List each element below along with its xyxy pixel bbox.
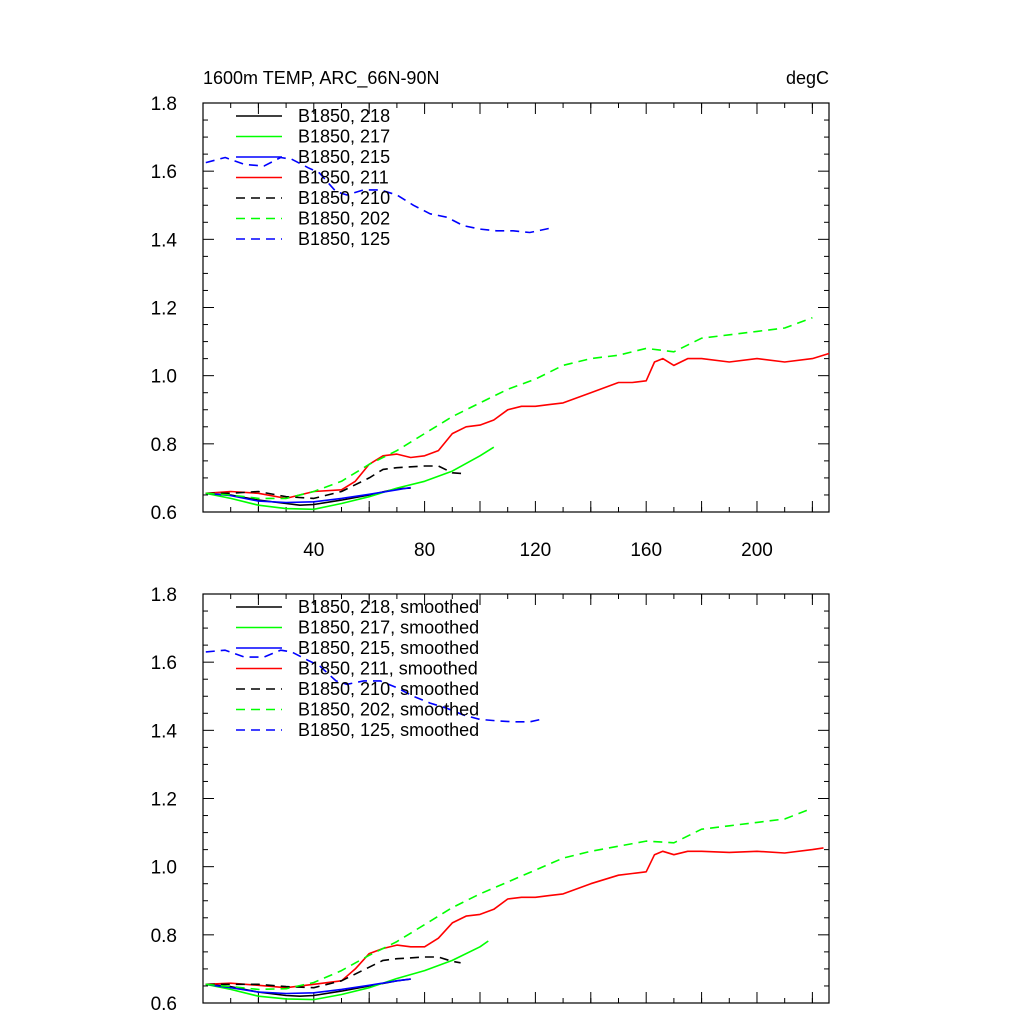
- series-line-5: [205, 809, 808, 991]
- series-line-2: [205, 978, 411, 995]
- top-panel: 1600m TEMP, ARC_66N-90N degC 0.6 0.8 1.0 1.2 1…: [151, 68, 830, 561]
- y-tick-label: 1.0: [151, 858, 177, 879]
- series-line-6: [205, 156, 550, 234]
- legend-label-6: B1850, 125, smoothed: [298, 720, 479, 740]
- chart-title: 1600m TEMP, ARC_66N-90N: [203, 68, 439, 89]
- y-tick-label: 0.8: [151, 435, 177, 456]
- x-tick-label: 120: [520, 540, 552, 561]
- legend-label-6: B1850, 125: [298, 229, 390, 249]
- legend-label-4: B1850, 210, smoothed: [298, 679, 479, 699]
- y-tick-label: 1.8: [151, 94, 177, 115]
- x-tick-label: 80: [414, 540, 435, 561]
- y-tick-label: 1.2: [151, 299, 177, 320]
- x-tick-label: 40: [303, 540, 324, 561]
- y-tick-label: 1.8: [151, 585, 177, 606]
- y-tick-label: 1.2: [151, 790, 177, 811]
- units-label: degC: [786, 68, 829, 88]
- plot-frame: [202, 102, 830, 513]
- legend-label-3: B1850, 211: [298, 168, 389, 188]
- series-line-6: [205, 649, 542, 723]
- legend-label-2: B1850, 215, smoothed: [298, 638, 479, 658]
- series-line-3: [205, 847, 824, 989]
- x-tick-label: 200: [741, 540, 773, 561]
- series-line-4: [205, 956, 461, 989]
- y-tick-label: 0.6: [151, 503, 177, 524]
- legend-label-5: B1850, 202, smoothed: [298, 700, 479, 720]
- legend-label-2: B1850, 215: [298, 147, 390, 167]
- y-tick-label: 1.0: [151, 367, 177, 388]
- series-line-4: [205, 465, 467, 500]
- legend-label-1: B1850, 217, smoothed: [298, 618, 479, 638]
- legend-label-1: B1850, 217: [298, 127, 390, 147]
- legend-label-5: B1850, 202: [298, 209, 390, 229]
- y-tick-label: 1.6: [151, 162, 177, 183]
- series-line-2: [205, 486, 411, 504]
- y-tick-label: 1.4: [151, 721, 178, 742]
- y-tick-label: 0.8: [151, 926, 177, 947]
- series-line-1: [205, 940, 489, 1001]
- series-line-1: [205, 446, 495, 511]
- legend-label-0: B1850, 218, smoothed: [298, 597, 479, 617]
- y-tick-label: 1.4: [151, 230, 178, 251]
- x-tick-label: 160: [630, 540, 662, 561]
- series-line-5: [205, 316, 813, 500]
- legend-label-4: B1850, 210: [298, 188, 390, 208]
- y-tick-label: 0.6: [151, 994, 177, 1015]
- bottom-panel: 0.6 0.8 1.0 1.2 1.4 1.6 1.8 B1850, 218, smoothe…: [151, 585, 830, 1015]
- legend-label-0: B1850, 218: [298, 106, 390, 126]
- legend-label-3: B1850, 211, smoothed: [298, 659, 478, 679]
- y-tick-label: 1.6: [151, 653, 177, 674]
- series-line-3: [205, 352, 830, 500]
